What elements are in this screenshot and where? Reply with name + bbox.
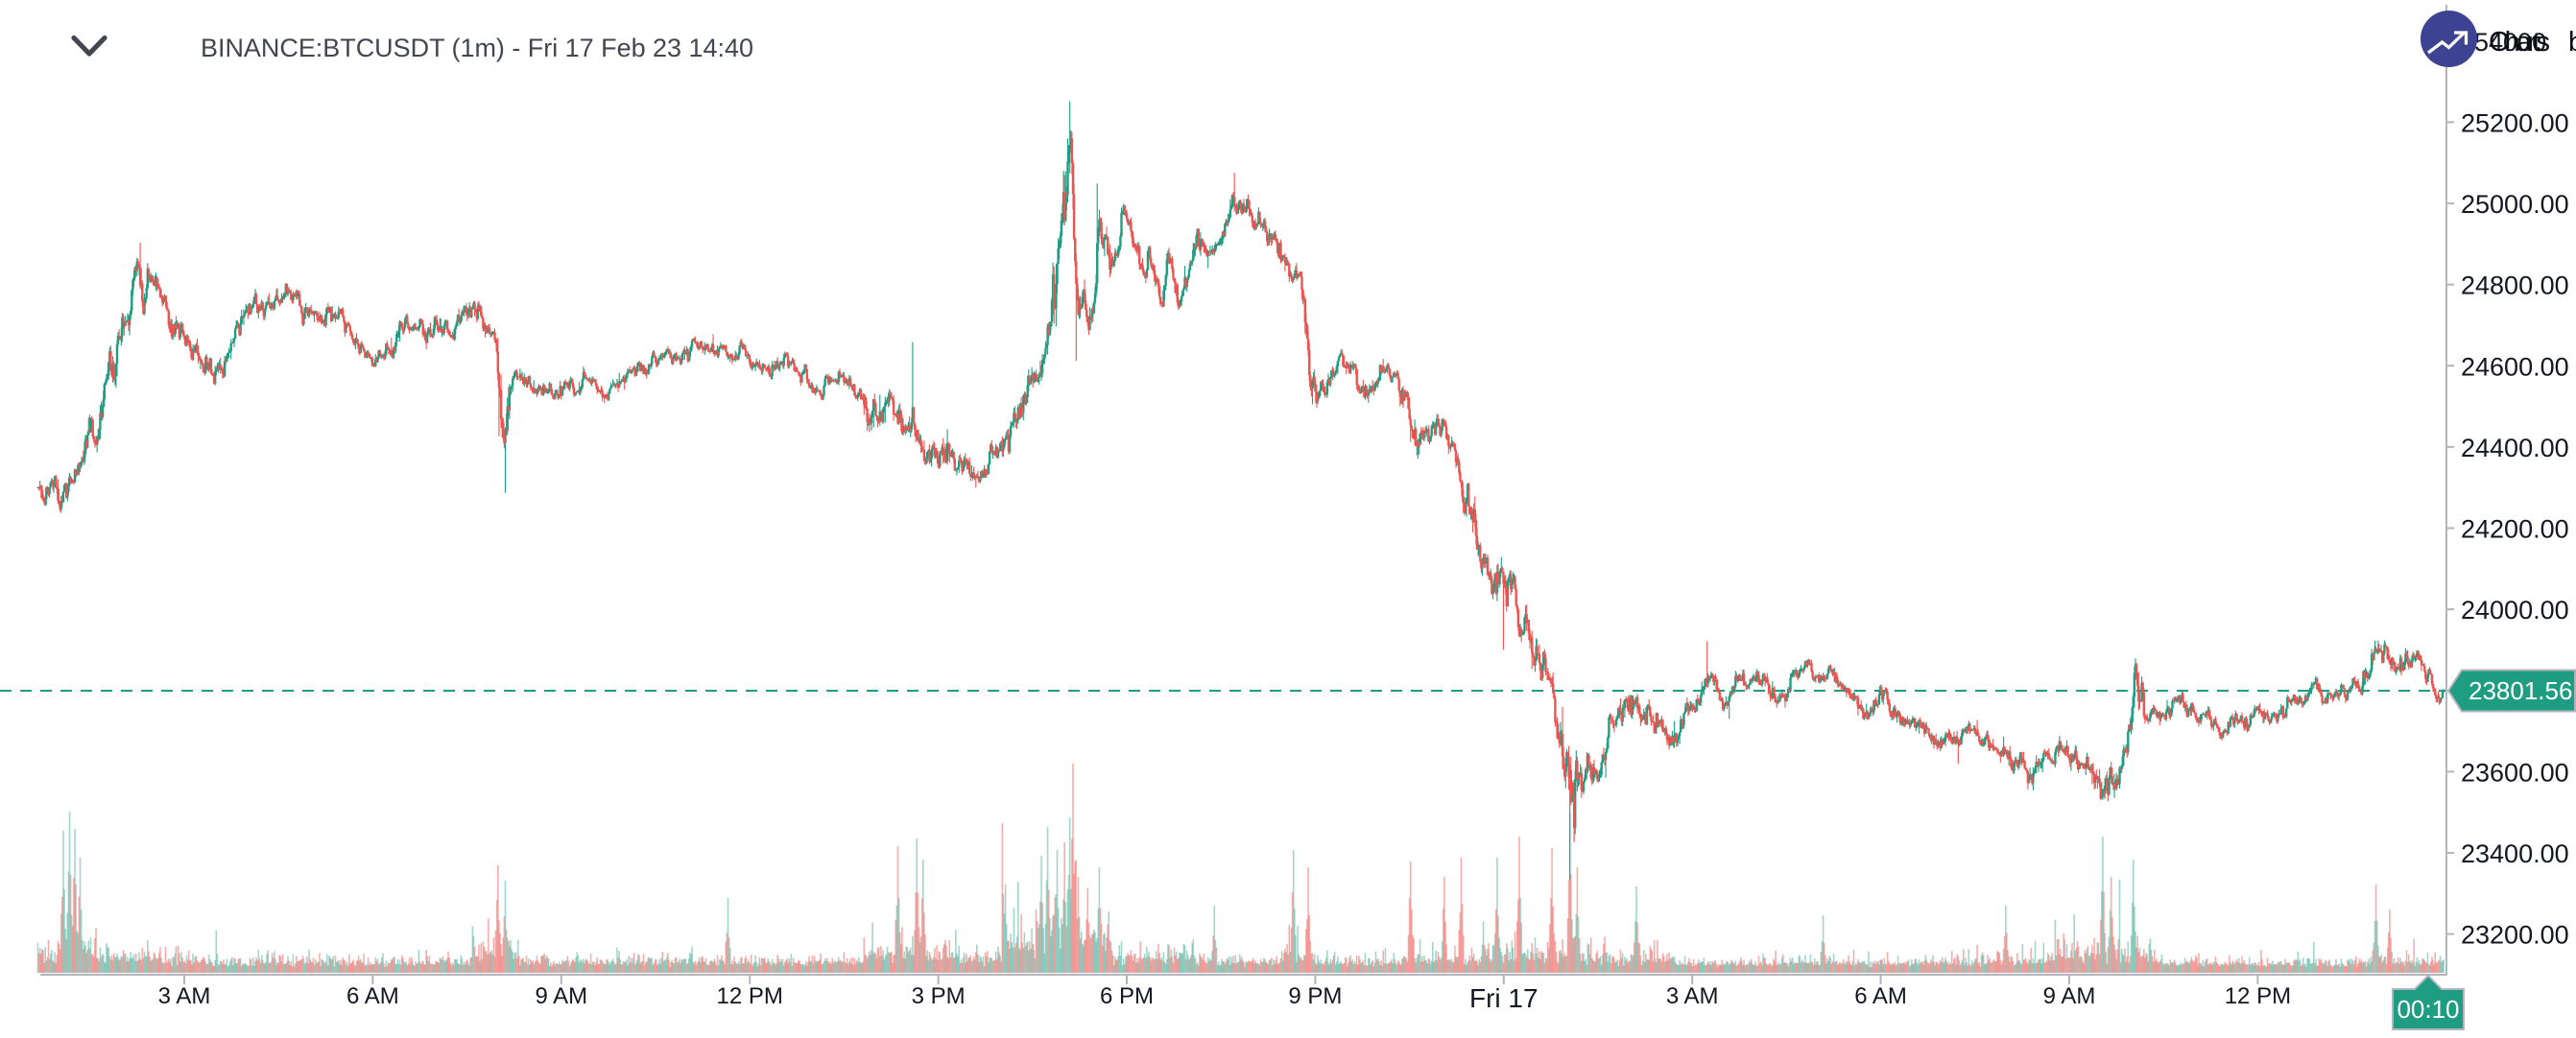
svg-text:12 PM: 12 PM bbox=[717, 983, 783, 1009]
svg-text:6 AM: 6 AM bbox=[1854, 983, 1907, 1009]
svg-text:9 PM: 9 PM bbox=[1288, 983, 1342, 1009]
svg-text:24800.00: 24800.00 bbox=[2461, 271, 2569, 300]
svg-text:24000.00: 24000.00 bbox=[2461, 596, 2569, 625]
svg-text:25200.00: 25200.00 bbox=[2461, 108, 2569, 137]
svg-text:24200.00: 24200.00 bbox=[2461, 515, 2569, 544]
svg-text:3 AM: 3 AM bbox=[158, 983, 211, 1009]
svg-text:23801.56: 23801.56 bbox=[2469, 676, 2572, 705]
svg-text:by: by bbox=[2568, 27, 2576, 58]
svg-text:24400.00: 24400.00 bbox=[2461, 434, 2569, 462]
svg-text:Fri 17: Fri 17 bbox=[1469, 983, 1538, 1013]
svg-text:Charts: Charts bbox=[2489, 27, 2550, 58]
svg-text:3 AM: 3 AM bbox=[1666, 983, 1719, 1009]
svg-text:12 PM: 12 PM bbox=[2225, 983, 2291, 1009]
svg-text:3 PM: 3 PM bbox=[912, 983, 966, 1009]
svg-text:00:10: 00:10 bbox=[2397, 995, 2459, 1024]
svg-text:9 AM: 9 AM bbox=[535, 983, 587, 1009]
svg-text:54000: 54000 bbox=[2474, 28, 2546, 57]
svg-text:9 AM: 9 AM bbox=[2043, 983, 2096, 1009]
svg-text:24600.00: 24600.00 bbox=[2461, 352, 2569, 381]
svg-text:6 PM: 6 PM bbox=[1100, 983, 1154, 1009]
svg-text:25000.00: 25000.00 bbox=[2461, 190, 2569, 219]
svg-text:23600.00: 23600.00 bbox=[2461, 758, 2569, 787]
svg-text:BINANCE:BTCUSDT (1m) - Fri 17: BINANCE:BTCUSDT (1m) - Fri 17 Feb 23 14:… bbox=[201, 34, 753, 62]
svg-text:23200.00: 23200.00 bbox=[2461, 921, 2569, 950]
svg-text:23400.00: 23400.00 bbox=[2461, 839, 2569, 868]
svg-text:6 AM: 6 AM bbox=[346, 983, 399, 1009]
